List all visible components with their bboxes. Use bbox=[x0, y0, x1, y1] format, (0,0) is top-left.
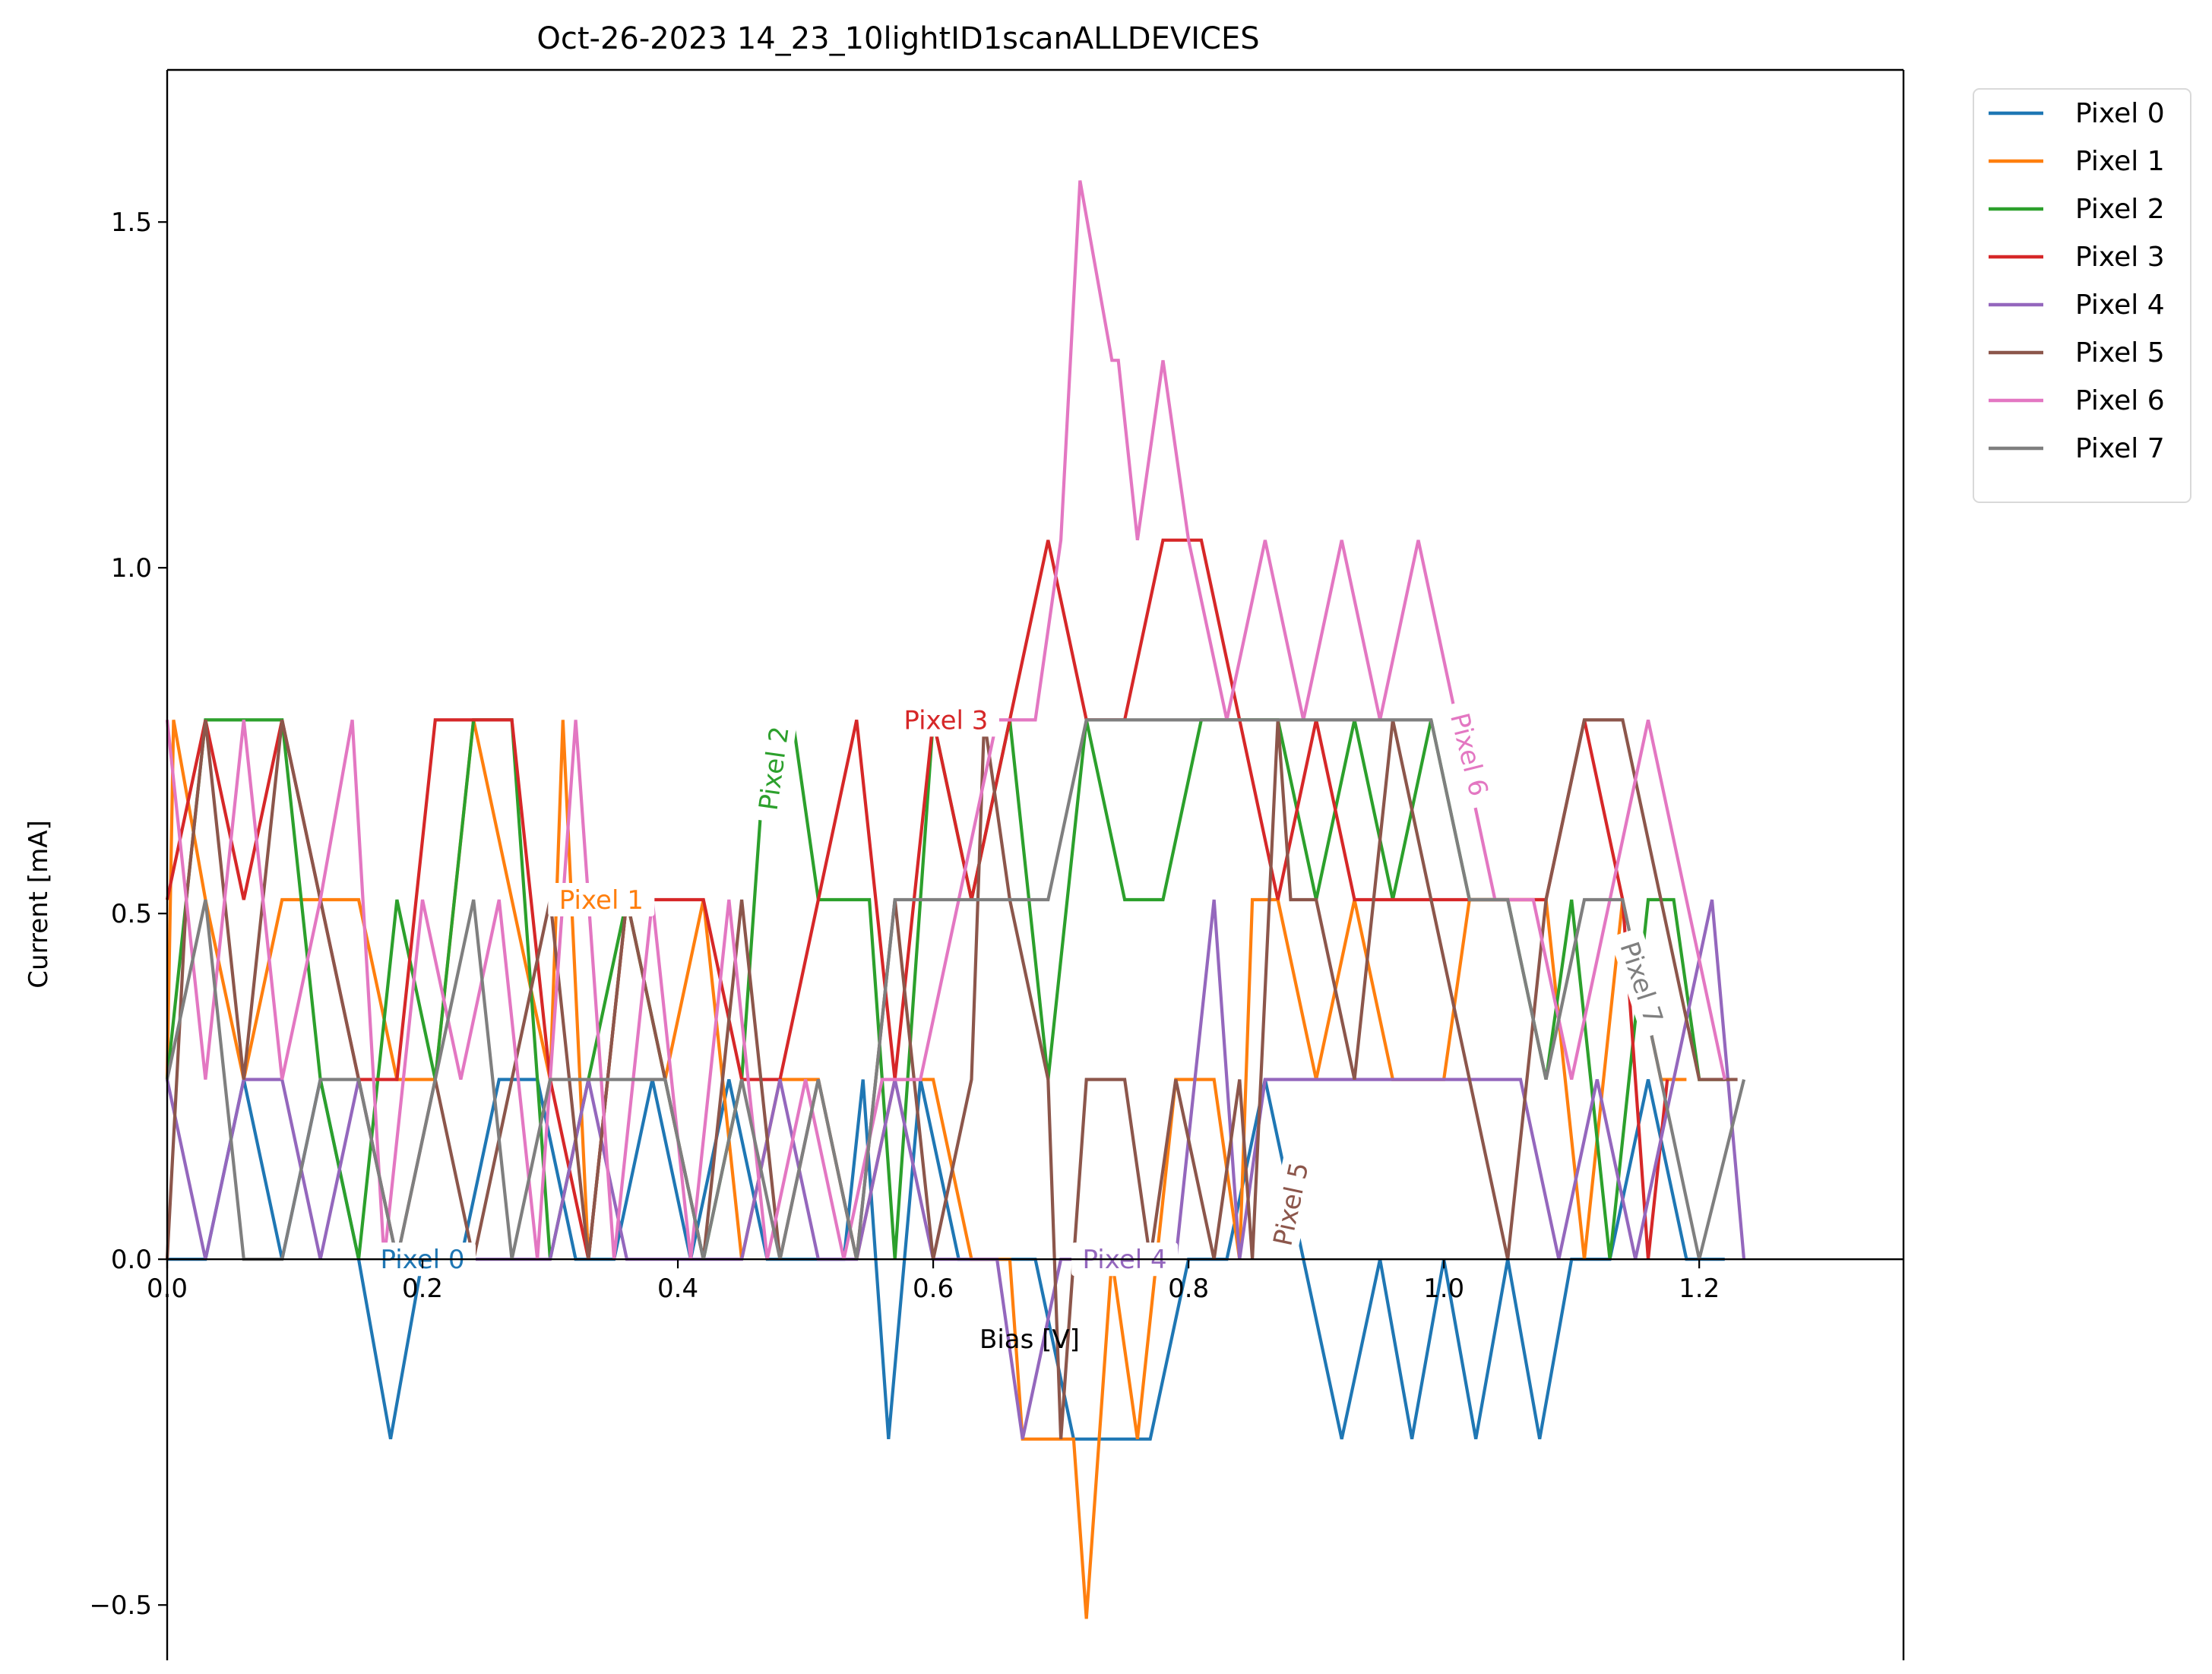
legend-label-4: Pixel 4 bbox=[2075, 290, 2165, 321]
line-label-background bbox=[548, 883, 655, 916]
line-label-background bbox=[1264, 1149, 1318, 1259]
line-label-group: Pixel 1 bbox=[548, 883, 655, 916]
x-tick-label: 0.8 bbox=[1168, 1274, 1209, 1304]
y-axis-label: Current [mA] bbox=[24, 820, 54, 988]
y-tick-label: 1.5 bbox=[111, 207, 152, 238]
x-tick-label: 0.6 bbox=[913, 1274, 954, 1304]
legend: Pixel 0 Pixel 1 Pixel 2 Pixel 3 Pixel 4 Pixel… bbox=[1973, 88, 2191, 503]
x-axis-label: Bias [V] bbox=[979, 1324, 1080, 1355]
legend-label-5: Pixel 5 bbox=[2075, 337, 2165, 369]
series-line-7 bbox=[165, 718, 1746, 1261]
x-axis: 0.0 0.2 0.4 0.6 0.8 1.0 1.2 bbox=[147, 1258, 1903, 1304]
legend-label-3: Pixel 3 bbox=[2075, 242, 2165, 273]
y-axis: −0.5 0.0 0.5 1.0 1.5 bbox=[89, 68, 1905, 1660]
chart-title: Oct-26-2023 14_23_10lightID1scanALLDEVIC… bbox=[536, 21, 1259, 56]
line-label-background bbox=[892, 703, 999, 737]
legend-label-2: Pixel 2 bbox=[2075, 194, 2165, 225]
x-tick-label: 1.2 bbox=[1679, 1274, 1720, 1304]
line-label-background bbox=[750, 714, 798, 823]
x-tick-label: 0.0 bbox=[147, 1274, 188, 1304]
y-tick-label: 1.0 bbox=[111, 553, 152, 584]
y-tick-label: 0.5 bbox=[111, 899, 152, 929]
y-tick-label: 0.0 bbox=[111, 1245, 152, 1275]
x-tick-label: 0.2 bbox=[402, 1274, 443, 1304]
line-label-background bbox=[1441, 699, 1498, 810]
legend-label-0: Pixel 0 bbox=[2075, 98, 2165, 129]
x-tick-label: 1.0 bbox=[1423, 1274, 1464, 1304]
x-tick-label: 0.4 bbox=[657, 1274, 698, 1304]
line-label: Pixel 3 bbox=[903, 705, 988, 736]
line-label-group: Pixel 3 bbox=[892, 703, 999, 737]
legend-label-1: Pixel 1 bbox=[2075, 146, 2165, 177]
line-label-background bbox=[1610, 927, 1674, 1038]
y-tick-label: −0.5 bbox=[89, 1590, 152, 1621]
legend-label-6: Pixel 6 bbox=[2075, 385, 2165, 416]
line-label: Pixel 1 bbox=[559, 885, 644, 916]
legend-label-7: Pixel 7 bbox=[2075, 433, 2165, 464]
